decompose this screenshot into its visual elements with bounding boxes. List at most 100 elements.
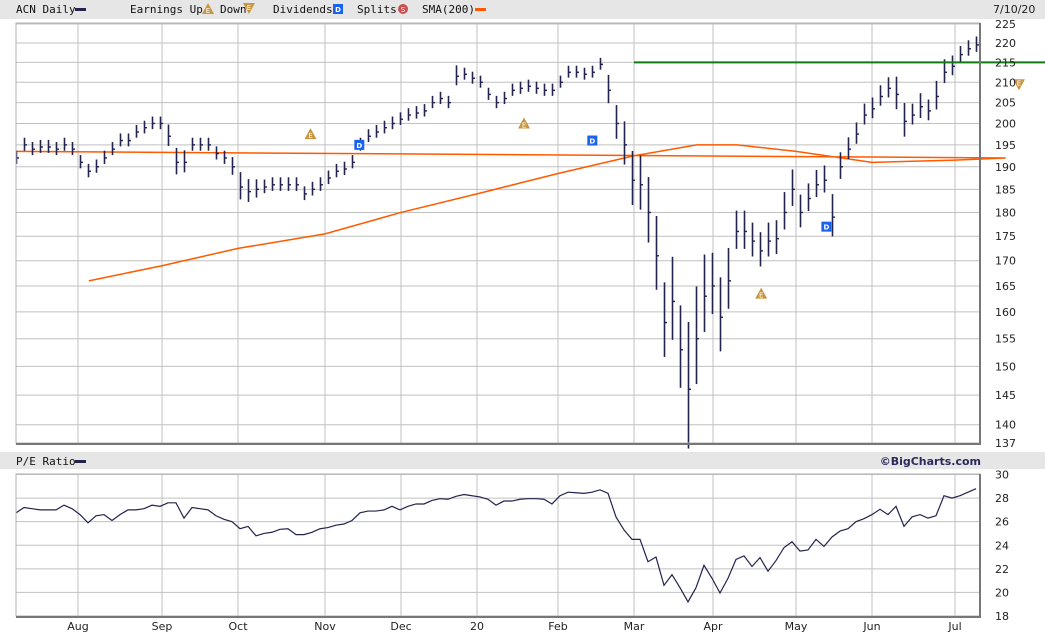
price-bar xyxy=(671,256,675,340)
price-bar xyxy=(695,286,699,385)
pe-tick-label: 28 xyxy=(995,492,1009,505)
price-bar xyxy=(215,146,219,160)
month-tick-label: Jun xyxy=(862,620,880,633)
price-bar xyxy=(951,55,955,76)
earnings-marker-glyph: E xyxy=(759,292,763,300)
price-bar xyxy=(727,247,731,309)
price-bar xyxy=(647,177,651,243)
dividend-icon: D xyxy=(587,135,598,146)
pe-ratio-line xyxy=(15,488,977,604)
price-bar xyxy=(679,305,683,388)
price-bar xyxy=(175,147,179,175)
price-bar xyxy=(743,210,747,249)
price-bar xyxy=(231,157,235,175)
price-bar xyxy=(815,169,819,198)
month-tick-label: Apr xyxy=(703,620,723,633)
month-tick-label: Aug xyxy=(67,620,88,633)
price-bar xyxy=(927,99,931,121)
price-bar xyxy=(399,112,403,125)
price-tick-label: 195 xyxy=(995,139,1016,152)
earnings-down-icon: E xyxy=(243,3,255,14)
price-tick-label: 220 xyxy=(995,37,1016,50)
price-bar xyxy=(143,120,147,134)
price-bar xyxy=(543,83,547,96)
pe-plot xyxy=(15,488,977,604)
price-tick-label: 185 xyxy=(995,183,1016,196)
price-tick-label: 160 xyxy=(995,306,1016,319)
price-bar xyxy=(559,75,563,88)
svg-text:S: S xyxy=(401,6,406,14)
sma200-line xyxy=(15,144,1006,282)
price-bar xyxy=(967,40,971,56)
price-grid xyxy=(16,23,980,444)
pe-tick-label: 24 xyxy=(995,539,1009,552)
price-bar xyxy=(127,133,131,147)
dividend-marker-glyph: D xyxy=(356,142,362,150)
price-bar xyxy=(111,142,115,156)
dividend-marker-glyph: D xyxy=(589,138,595,146)
dividend-marker xyxy=(587,135,598,146)
earnings-marker xyxy=(518,117,531,129)
price-bar xyxy=(871,97,875,119)
price-bar xyxy=(351,155,355,169)
price-bar xyxy=(247,179,251,202)
price-bar xyxy=(391,116,395,130)
earnings-up-icon: E xyxy=(755,287,768,300)
price-bar xyxy=(535,81,539,94)
price-bar xyxy=(159,116,163,130)
month-tick-label: 20 xyxy=(470,620,484,633)
price-bar xyxy=(503,91,507,105)
price-bar xyxy=(799,194,803,228)
price-bar xyxy=(855,122,859,144)
price-bar xyxy=(119,133,123,147)
earnings-legend-label: Earnings Up xyxy=(130,3,203,16)
dividend-marker-glyph: D xyxy=(823,224,829,232)
price-bar xyxy=(463,67,467,80)
price-bar xyxy=(439,91,443,105)
price-bar xyxy=(279,177,283,191)
price-bar xyxy=(615,105,619,139)
price-bar xyxy=(839,152,843,179)
price-bar xyxy=(551,83,555,96)
down-legend-label: Down xyxy=(220,3,247,16)
pe-legend-swatch xyxy=(75,460,86,463)
price-bar xyxy=(375,124,379,138)
pe-tick-label: 26 xyxy=(995,516,1009,529)
price-bar xyxy=(167,124,171,146)
price-bar xyxy=(719,277,723,352)
price-bar xyxy=(911,103,915,125)
price-bar xyxy=(687,322,691,449)
price-bar xyxy=(135,124,139,138)
dividend-icon: D xyxy=(821,221,832,232)
price-bar xyxy=(287,177,291,191)
price-bar xyxy=(183,150,187,173)
price-bar xyxy=(311,181,315,196)
price-bar xyxy=(447,95,451,109)
price-bar xyxy=(639,155,643,210)
price-bar xyxy=(959,46,963,62)
price-bar xyxy=(863,103,867,125)
price-bar xyxy=(487,87,491,100)
price-bar xyxy=(367,129,371,143)
pe-label: P/E Ratio xyxy=(16,455,76,468)
price-bar xyxy=(775,220,779,255)
price-bar xyxy=(607,74,611,104)
price-bar xyxy=(191,137,195,151)
earnings-marker xyxy=(304,128,317,140)
price-bar xyxy=(319,177,323,191)
dividend-icon: D xyxy=(354,139,365,150)
price-bar xyxy=(55,142,59,156)
price-bar xyxy=(631,150,635,205)
earnings-marker-glyph: E xyxy=(1017,79,1021,87)
earnings-marker xyxy=(1013,79,1025,91)
price-bar xyxy=(151,116,155,130)
earnings-up-icon: E xyxy=(518,117,531,129)
price-bar xyxy=(847,137,851,160)
dividend-icon: D xyxy=(333,4,343,14)
price-tick-label: 175 xyxy=(995,230,1016,243)
splits-legend-label: Splits xyxy=(357,3,397,16)
earnings-down-icon: E xyxy=(1013,79,1025,91)
pe-tick-label: 22 xyxy=(995,563,1009,576)
sma-legend-label: SMA(200) xyxy=(422,3,475,16)
price-tick-label: 205 xyxy=(995,97,1016,110)
